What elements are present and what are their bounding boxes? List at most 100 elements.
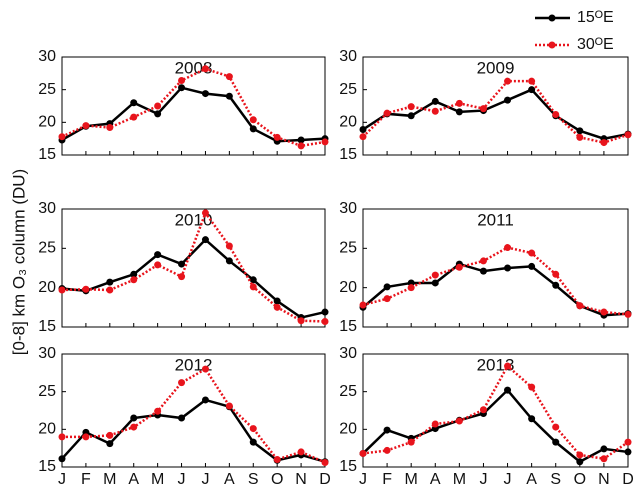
series-line bbox=[362, 246, 629, 316]
series-line bbox=[61, 398, 326, 463]
data-point bbox=[359, 449, 367, 457]
data-point bbox=[455, 108, 463, 116]
data-point bbox=[297, 317, 305, 325]
y-tick-label: 20 bbox=[339, 279, 357, 296]
plot-frame bbox=[61, 208, 326, 328]
x-tick-label: M bbox=[405, 471, 418, 488]
data-point bbox=[407, 103, 415, 111]
panel-title: 2009 bbox=[477, 58, 515, 77]
y-tick-label: 30 bbox=[339, 200, 357, 217]
x-tick-label: J bbox=[504, 471, 512, 488]
data-point bbox=[504, 362, 512, 370]
y-tick-label: 30 bbox=[339, 345, 357, 362]
data-point bbox=[249, 438, 257, 446]
data-point bbox=[201, 236, 209, 244]
data-point bbox=[431, 107, 439, 115]
data-point bbox=[201, 365, 209, 373]
data-point bbox=[431, 420, 439, 428]
data-point bbox=[249, 283, 257, 291]
data-point bbox=[576, 451, 584, 459]
series-line bbox=[62, 367, 326, 464]
y-axis-label: [0-8] km O₃ column (DU) bbox=[9, 169, 28, 355]
data-point bbox=[154, 102, 162, 110]
data-point bbox=[178, 77, 186, 85]
data-point bbox=[130, 270, 138, 278]
data-point bbox=[528, 77, 536, 85]
data-point bbox=[528, 262, 536, 270]
data-point bbox=[528, 415, 536, 423]
data-point bbox=[130, 99, 138, 107]
data-point bbox=[58, 133, 66, 141]
y-tick-label: 20 bbox=[38, 114, 56, 131]
y-tick-label: 30 bbox=[339, 48, 357, 65]
data-point bbox=[249, 116, 257, 124]
data-point bbox=[383, 446, 391, 454]
plot-frame bbox=[362, 353, 629, 468]
data-point bbox=[407, 284, 415, 292]
data-point bbox=[504, 244, 512, 252]
data-point bbox=[178, 379, 186, 387]
panel-title: 2011 bbox=[477, 210, 514, 229]
data-point bbox=[201, 90, 209, 98]
x-tick-label: F bbox=[382, 471, 392, 488]
y-tick-label: 15 bbox=[38, 458, 56, 475]
data-point bbox=[106, 440, 114, 448]
series-line bbox=[61, 86, 326, 143]
series-line bbox=[362, 88, 629, 140]
data-point bbox=[383, 426, 391, 434]
x-tick-label: A bbox=[128, 471, 139, 488]
y-tick-label: 25 bbox=[38, 81, 56, 98]
y-tick-label: 25 bbox=[38, 383, 56, 400]
data-point bbox=[576, 302, 584, 310]
x-tick-label: A bbox=[430, 471, 441, 488]
y-tick-label: 25 bbox=[339, 240, 357, 257]
data-point bbox=[249, 425, 257, 433]
y-tick-label: 15 bbox=[339, 318, 357, 335]
data-point bbox=[154, 261, 162, 269]
y-tick-label: 25 bbox=[339, 81, 357, 98]
data-point bbox=[297, 136, 305, 144]
y-tick-label: 15 bbox=[38, 318, 56, 335]
data-point bbox=[504, 264, 512, 272]
data-point bbox=[178, 260, 186, 268]
y-tick-label: 30 bbox=[38, 345, 56, 362]
x-tick-label: D bbox=[319, 471, 331, 488]
y-tick-label: 30 bbox=[38, 200, 56, 217]
x-tick-label: S bbox=[550, 471, 561, 488]
data-point bbox=[273, 297, 281, 305]
data-point bbox=[528, 249, 536, 257]
plot-frame bbox=[61, 56, 326, 156]
data-point bbox=[576, 127, 584, 135]
x-tick-label: A bbox=[224, 471, 235, 488]
data-point bbox=[201, 65, 209, 73]
panel-title: 2008 bbox=[175, 58, 213, 77]
data-point bbox=[383, 109, 391, 117]
data-point bbox=[600, 445, 608, 453]
data-point bbox=[178, 414, 186, 422]
data-point bbox=[321, 458, 329, 466]
x-tick-label: J bbox=[359, 471, 367, 488]
data-point bbox=[106, 278, 114, 286]
series-line bbox=[61, 67, 326, 148]
data-point bbox=[504, 96, 512, 104]
x-tick-label: J bbox=[201, 471, 209, 488]
x-tick-label: D bbox=[622, 471, 634, 488]
data-point bbox=[178, 273, 186, 281]
data-point bbox=[407, 112, 415, 120]
data-point bbox=[383, 283, 391, 291]
data-point bbox=[552, 438, 560, 446]
x-tick-label: J bbox=[178, 471, 186, 488]
data-point bbox=[552, 110, 560, 118]
x-tick-label: J bbox=[58, 471, 66, 488]
data-point bbox=[297, 142, 305, 150]
data-point bbox=[130, 113, 138, 121]
data-point bbox=[600, 308, 608, 316]
data-point bbox=[106, 124, 114, 132]
y-tick-label: 30 bbox=[38, 48, 56, 65]
data-point bbox=[504, 386, 512, 394]
x-tick-label: F bbox=[81, 471, 91, 488]
data-point bbox=[552, 423, 560, 431]
data-point bbox=[624, 310, 632, 318]
data-point bbox=[297, 448, 305, 456]
